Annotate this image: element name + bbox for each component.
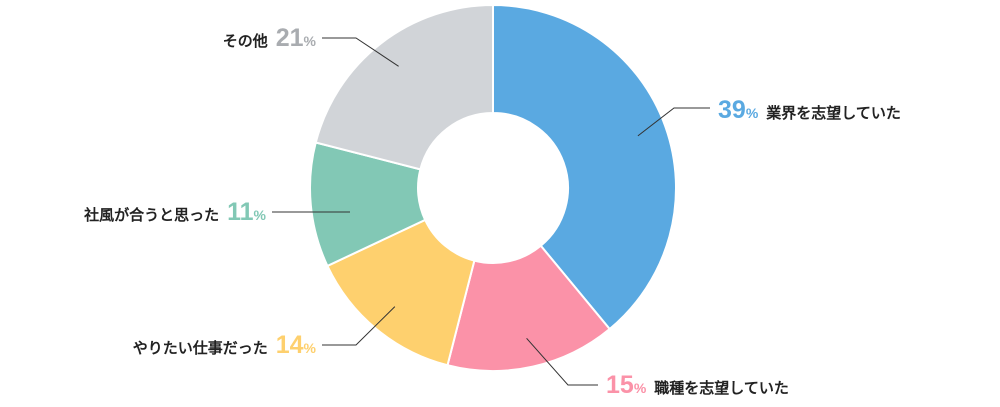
slice-label-1: 39% 業界を志望していた xyxy=(718,96,901,124)
percent-value: 15 xyxy=(606,371,634,399)
slice-label-5: その他 21% xyxy=(223,24,317,52)
percent-value: 21 xyxy=(276,24,304,52)
slice-2 xyxy=(446,244,612,372)
slice-label-3: やりたい仕事だった 14% xyxy=(133,331,317,359)
percent-sign: % xyxy=(254,207,267,223)
percent-value: 39 xyxy=(718,96,746,124)
slice-label-4: 社風が合うと思った 11% xyxy=(83,198,266,226)
slices-layer xyxy=(309,3,677,372)
slice-label-2: 15% 職種を志望していた xyxy=(606,371,789,399)
category-label: 職種を志望していた xyxy=(654,379,789,397)
slice-5 xyxy=(314,3,494,171)
category-label: やりたい仕事だった xyxy=(133,339,268,357)
slice-3 xyxy=(326,218,476,367)
leader-line-3 xyxy=(322,306,396,346)
percent-sign: % xyxy=(304,33,317,49)
category-label: 社風が合うと思った xyxy=(83,206,219,224)
leaders-layer xyxy=(272,37,710,386)
percent-value: 11 xyxy=(227,198,254,226)
percent-sign: % xyxy=(746,105,759,121)
slice-1 xyxy=(492,3,677,331)
category-label: その他 xyxy=(223,32,268,50)
percent-sign: % xyxy=(634,380,647,396)
leader-line-5 xyxy=(322,37,399,67)
leader-line-2 xyxy=(526,337,598,386)
category-label: 業界を志望していた xyxy=(765,104,901,122)
percent-value: 14 xyxy=(276,331,304,359)
percent-sign: % xyxy=(304,340,317,356)
leader-line-1 xyxy=(637,107,710,137)
